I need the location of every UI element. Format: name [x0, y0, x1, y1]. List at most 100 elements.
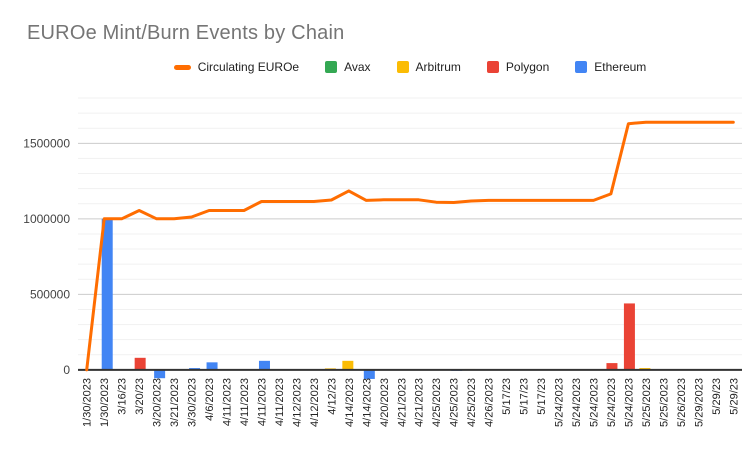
x-axis-tick-label: 5/24/2023: [588, 378, 600, 427]
x-axis-tick-label: 1/30/2023: [82, 378, 94, 427]
x-axis-tick-label: 3/20/2023: [152, 378, 164, 427]
x-axis-tick-label: 5/17/23: [501, 378, 513, 415]
bar-ethereum-4-14-2023: [363, 369, 375, 379]
x-axis-tick-label: 5/25/2023: [641, 378, 653, 427]
x-axis-tick-label: 4/11/2023: [274, 378, 286, 426]
legend-label: Circulating EUROe: [197, 60, 300, 74]
x-axis-tick: 4/12/23: [326, 378, 338, 415]
chart-title: EUROe Mint/Burn Events by Chain: [27, 22, 345, 44]
circulating-euroe-line: [85, 120, 735, 372]
y-axis-tick-label: 500000: [30, 287, 70, 301]
x-axis-tick-label: 4/14/2023: [361, 378, 373, 427]
x-axis-tick: 4/14/2023: [344, 378, 356, 427]
x-axis-tick-label: 4/6/2023: [204, 378, 216, 421]
x-axis-tick-label: 3/30/2023: [187, 378, 199, 427]
x-axis-tick: 4/14/2023: [361, 378, 373, 427]
bar-ethereum-3-20-2023: [154, 369, 166, 379]
bar-polygon-5-24-2023: [606, 363, 618, 370]
x-axis-tick: 4/21/2023: [396, 378, 408, 427]
x-axis-tick: 5/29/23: [711, 378, 723, 415]
x-axis-tick-label: 1/30/2023: [99, 378, 111, 427]
x-axis-tick: 4/12/2023: [309, 378, 321, 427]
x-axis-tick: 1/30/2023: [99, 378, 111, 427]
x-axis-tick-label: 4/25/2023: [449, 378, 461, 427]
x-axis-tick-label: 4/26/2023: [484, 378, 496, 427]
x-axis-tick-label: 3/21/2023: [169, 378, 181, 427]
legend-square-swatch-icon: [575, 61, 588, 73]
x-axis-tick: 5/24/2023: [588, 378, 600, 427]
legend-item-ethereum: Ethereum: [575, 60, 646, 74]
x-axis-tick: 5/24/2023: [554, 378, 566, 427]
legend-line-swatch-icon: [173, 64, 191, 70]
x-axis-tick-label: 4/25/2023: [466, 378, 478, 427]
x-axis-tick: 5/29/23: [728, 378, 740, 415]
x-axis-tick: 3/30/2023: [187, 378, 199, 427]
x-axis-tick: 4/11/2023: [239, 378, 251, 426]
legend-label: Avax: [344, 60, 371, 74]
x-axis-tick-label: 5/26/2023: [676, 378, 688, 427]
x-axis-tick: 4/11/2023: [274, 378, 286, 426]
x-axis-tick-label: 5/24/2023: [571, 378, 583, 427]
x-axis-tick: 4/6/2023: [204, 378, 216, 421]
x-axis-tick: 4/25/2023: [449, 378, 461, 427]
x-axis-tick: 5/25/2023: [641, 378, 653, 427]
x-axis-tick: 4/12/2023: [291, 378, 303, 427]
x-axis-tick-label: 5/25/2023: [658, 378, 670, 427]
x-axis-tick: 5/24/2023: [571, 378, 583, 427]
x-axis-tick: 4/25/2023: [431, 378, 443, 427]
x-axis-tick-label: 3/20/23: [134, 378, 146, 415]
x-axis-tick-label: 4/12/2023: [291, 378, 303, 427]
x-axis-tick: 5/24/2023: [623, 378, 635, 427]
bar-polygon-3-20-23: [134, 357, 146, 370]
x-axis-tick-label: 5/17/23: [536, 378, 548, 415]
bar-ethereum-4-11-2023: [258, 360, 270, 370]
legend-item-circulating-euroe: Circulating EUROe: [173, 60, 300, 74]
y-axis-tick-label: 1500000: [23, 136, 70, 150]
y-axis-tick-label: 0: [63, 363, 70, 377]
x-axis-tick-label: 4/14/2023: [344, 378, 356, 427]
x-axis-tick-label: 4/12/2023: [309, 378, 321, 427]
x-axis-tick: 4/20/2023: [379, 378, 391, 427]
x-axis-tick-label: 5/24/2023: [606, 378, 618, 427]
legend-label: Ethereum: [594, 60, 647, 74]
x-axis-tick: 4/21/2023: [414, 378, 426, 427]
x-axis-tick-label: 4/11/2023: [222, 378, 234, 426]
x-axis-tick-label: 4/25/2023: [431, 378, 443, 427]
x-axis-tick: 3/20/2023: [152, 378, 164, 427]
legend-item-arbitrum: Arbitrum: [396, 60, 461, 74]
x-axis-tick: 3/21/2023: [169, 378, 181, 427]
x-axis-tick: 5/24/2023: [606, 378, 618, 427]
x-axis-tick-label: 4/21/2023: [414, 378, 426, 427]
x-axis-tick: 5/26/2023: [676, 378, 688, 427]
x-axis-tick-label: 5/29/23: [711, 378, 723, 415]
x-axis-tick: 5/17/23: [501, 378, 513, 415]
x-axis-tick-label: 5/29/23: [728, 378, 740, 415]
x-axis-tick: 4/11/2023: [256, 378, 268, 426]
x-axis-tick-label: 5/24/2023: [623, 378, 635, 427]
x-axis-tick: 3/20/23: [134, 378, 146, 415]
x-axis-tick-label: 4/11/2023: [256, 378, 268, 426]
bar-arbitrum-4-14-2023: [342, 360, 354, 370]
x-axis-tick: 5/17/23: [519, 378, 531, 415]
x-axis-tick: 1/30/2023: [82, 378, 94, 427]
x-axis-tick-label: 3/16/23: [117, 378, 129, 415]
x-axis-tick-label: 4/12/23: [326, 378, 338, 415]
legend-item-polygon: Polygon: [486, 60, 549, 74]
x-axis-tick-label: 4/20/2023: [379, 378, 391, 427]
x-axis-tick-label: 5/24/2023: [554, 378, 566, 427]
y-axis-tick-label: 1000000: [23, 212, 70, 226]
x-axis-tick-label: 4/11/2023: [239, 378, 251, 426]
chart-legend: Circulating EUROe Avax Arbitrum Polygon Ethe…: [78, 60, 742, 74]
x-axis-tick: 4/11/2023: [222, 378, 234, 426]
x-axis-tick: 4/25/2023: [466, 378, 478, 427]
legend-square-swatch-icon: [486, 61, 499, 73]
bar-ethereum-1-30-2023: [101, 218, 113, 370]
legend-square-swatch-icon: [396, 61, 409, 73]
x-axis-tick: 4/26/2023: [484, 378, 496, 427]
x-axis-tick-label: 5/29/2023: [693, 378, 705, 427]
bar-polygon-5-24-2023: [623, 303, 635, 370]
legend-square-swatch-icon: [325, 61, 338, 73]
legend-label: Arbitrum: [415, 60, 461, 74]
